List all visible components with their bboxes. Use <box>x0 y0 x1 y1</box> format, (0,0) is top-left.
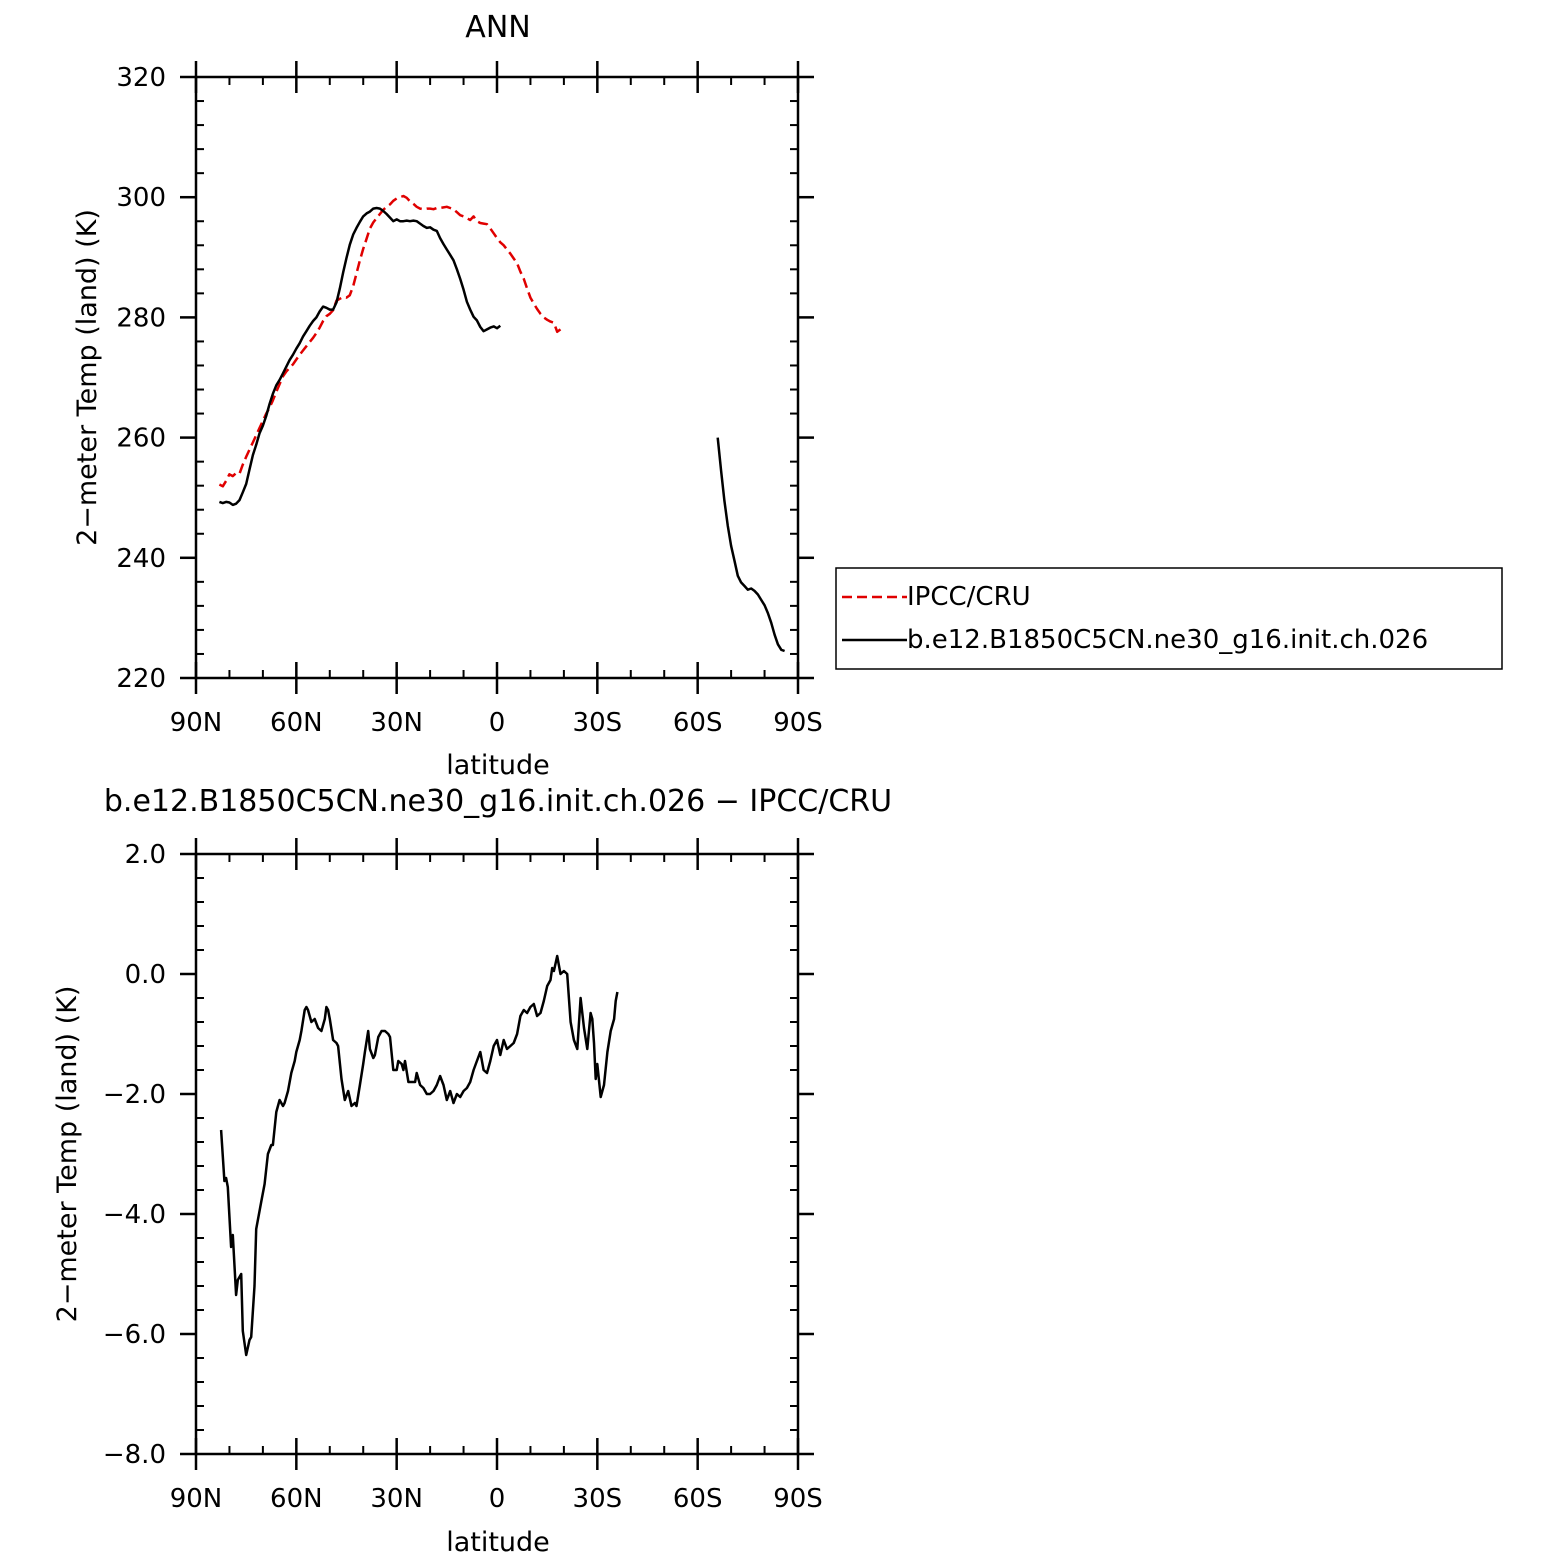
x-tick-label: 60N <box>270 1484 323 1514</box>
top-y-tick-labels: 220 240 260 280 300 320 <box>116 63 166 694</box>
top-plot-frame <box>194 75 800 680</box>
y-tick-label: 220 <box>116 664 166 694</box>
legend-box <box>835 567 1503 670</box>
series-line-0-segment-0 <box>219 954 619 1357</box>
legend-label-model: b.e12.B1850C5CN.ne30_g16.init.ch.026 <box>907 625 1428 655</box>
legend-label-ipcc-cru: IPCC/CRU <box>907 582 1031 612</box>
top-axis-ticks <box>180 61 814 694</box>
top-y-axis-label: 2−meter Temp (land) (K) <box>72 209 103 546</box>
x-tick-label: 60S <box>673 708 723 738</box>
y-tick-label: −6.0 <box>103 1320 166 1350</box>
bottom-axis-ticks <box>180 838 814 1470</box>
x-tick-label: 0 <box>489 1484 506 1514</box>
y-tick-label: −4.0 <box>103 1200 166 1230</box>
top-x-tick-labels: 90N 60N 30N 0 30S 60S 90S <box>170 708 823 738</box>
x-tick-label: 60N <box>270 708 323 738</box>
top-panel-title: ANN <box>465 10 530 45</box>
x-tick-label: 90N <box>170 708 223 738</box>
series-line-1-segment-1 <box>716 437 786 653</box>
y-tick-label: 280 <box>116 303 166 333</box>
y-tick-label: 240 <box>116 544 166 574</box>
y-tick-label: 2.0 <box>125 840 166 870</box>
y-tick-label: 320 <box>116 63 166 93</box>
bottom-x-axis-label: latitude <box>446 1527 550 1558</box>
x-tick-label: 30N <box>370 708 423 738</box>
difference-panel: b.e12.B1850C5CN.ne30_g16.init.ch.026 − I… <box>52 784 892 1558</box>
y-tick-label: −8.0 <box>103 1440 166 1470</box>
x-tick-label: 30N <box>370 1484 423 1514</box>
x-tick-label: 60S <box>673 1484 723 1514</box>
y-tick-label: 0.0 <box>125 960 166 990</box>
series-line-1-segment-0 <box>218 206 502 507</box>
y-tick-label: 300 <box>116 183 166 213</box>
bottom-series-lines <box>219 954 619 1357</box>
legend: IPCC/CRU b.e12.B1850C5CN.ne30_g16.init.c… <box>835 567 1503 670</box>
x-tick-label: 90S <box>773 708 823 738</box>
x-tick-label: 90N <box>170 1484 223 1514</box>
x-tick-label: 90S <box>773 1484 823 1514</box>
top-series-lines <box>218 194 786 653</box>
bottom-x-tick-labels: 90N 60N 30N 0 30S 60S 90S <box>170 1484 823 1514</box>
x-tick-label: 30S <box>573 708 623 738</box>
bottom-y-axis-label: 2−meter Temp (land) (K) <box>52 986 83 1323</box>
y-tick-label: −2.0 <box>103 1080 166 1110</box>
bottom-plot-frame <box>194 852 800 1456</box>
temperature-panel: ANN 90N 60N 30N 0 30S 60S 90S 220 240 260 280 300 3… <box>72 10 1503 781</box>
series-line-0-segment-0 <box>218 194 562 488</box>
top-x-axis-label: latitude <box>446 750 550 781</box>
x-tick-label: 0 <box>489 708 506 738</box>
x-tick-label: 30S <box>573 1484 623 1514</box>
y-tick-label: 260 <box>116 424 166 454</box>
bottom-panel-title: b.e12.B1850C5CN.ne30_g16.init.ch.026 − I… <box>104 784 892 819</box>
bottom-y-tick-labels: −8.0 −6.0 −4.0 −2.0 0.0 2.0 <box>103 840 166 1470</box>
